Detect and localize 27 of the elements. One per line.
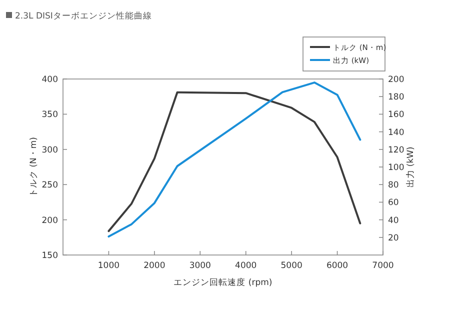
- x-tick-label: 1000: [98, 261, 120, 271]
- x-tick-label: 2000: [144, 261, 166, 271]
- y2-tick-label: 100: [388, 163, 404, 173]
- y2-tick-label: 60: [388, 198, 399, 208]
- y-tick-label: 250: [42, 180, 58, 191]
- y-tick-label: 350: [42, 110, 58, 120]
- y2-axis-title: 出力 (kW): [405, 146, 416, 188]
- x-tick-label: 6000: [326, 261, 348, 271]
- y-tick-label: 300: [42, 145, 58, 156]
- y-tick-label: 200: [42, 216, 58, 226]
- y-tick-label: 150: [42, 251, 58, 261]
- x-axis-title: エンジン回転速度 (rpm): [174, 277, 272, 288]
- y2-tick-label: 80: [388, 180, 399, 191]
- y2-tick-label: 160: [388, 110, 404, 120]
- y2-tick-label: 120: [388, 145, 404, 156]
- y2-tick-label: 40: [388, 216, 399, 226]
- y2-tick-label: 200: [388, 75, 404, 85]
- x-tick-label: 3000: [189, 261, 211, 271]
- x-tick-label: 5000: [280, 261, 302, 271]
- y2-tick-label: 180: [388, 92, 404, 103]
- y2-tick-label: 140: [388, 128, 404, 138]
- x-tick-label: 4000: [235, 261, 257, 271]
- y2-tick-label: 20: [388, 233, 399, 244]
- y-axis-title: トルク (N・m): [29, 137, 39, 197]
- y-tick-label: 400: [42, 75, 58, 85]
- chart-title: 2.3L DISIターボエンジン性能曲線: [15, 10, 152, 22]
- x-tick-label: 7000: [372, 261, 394, 271]
